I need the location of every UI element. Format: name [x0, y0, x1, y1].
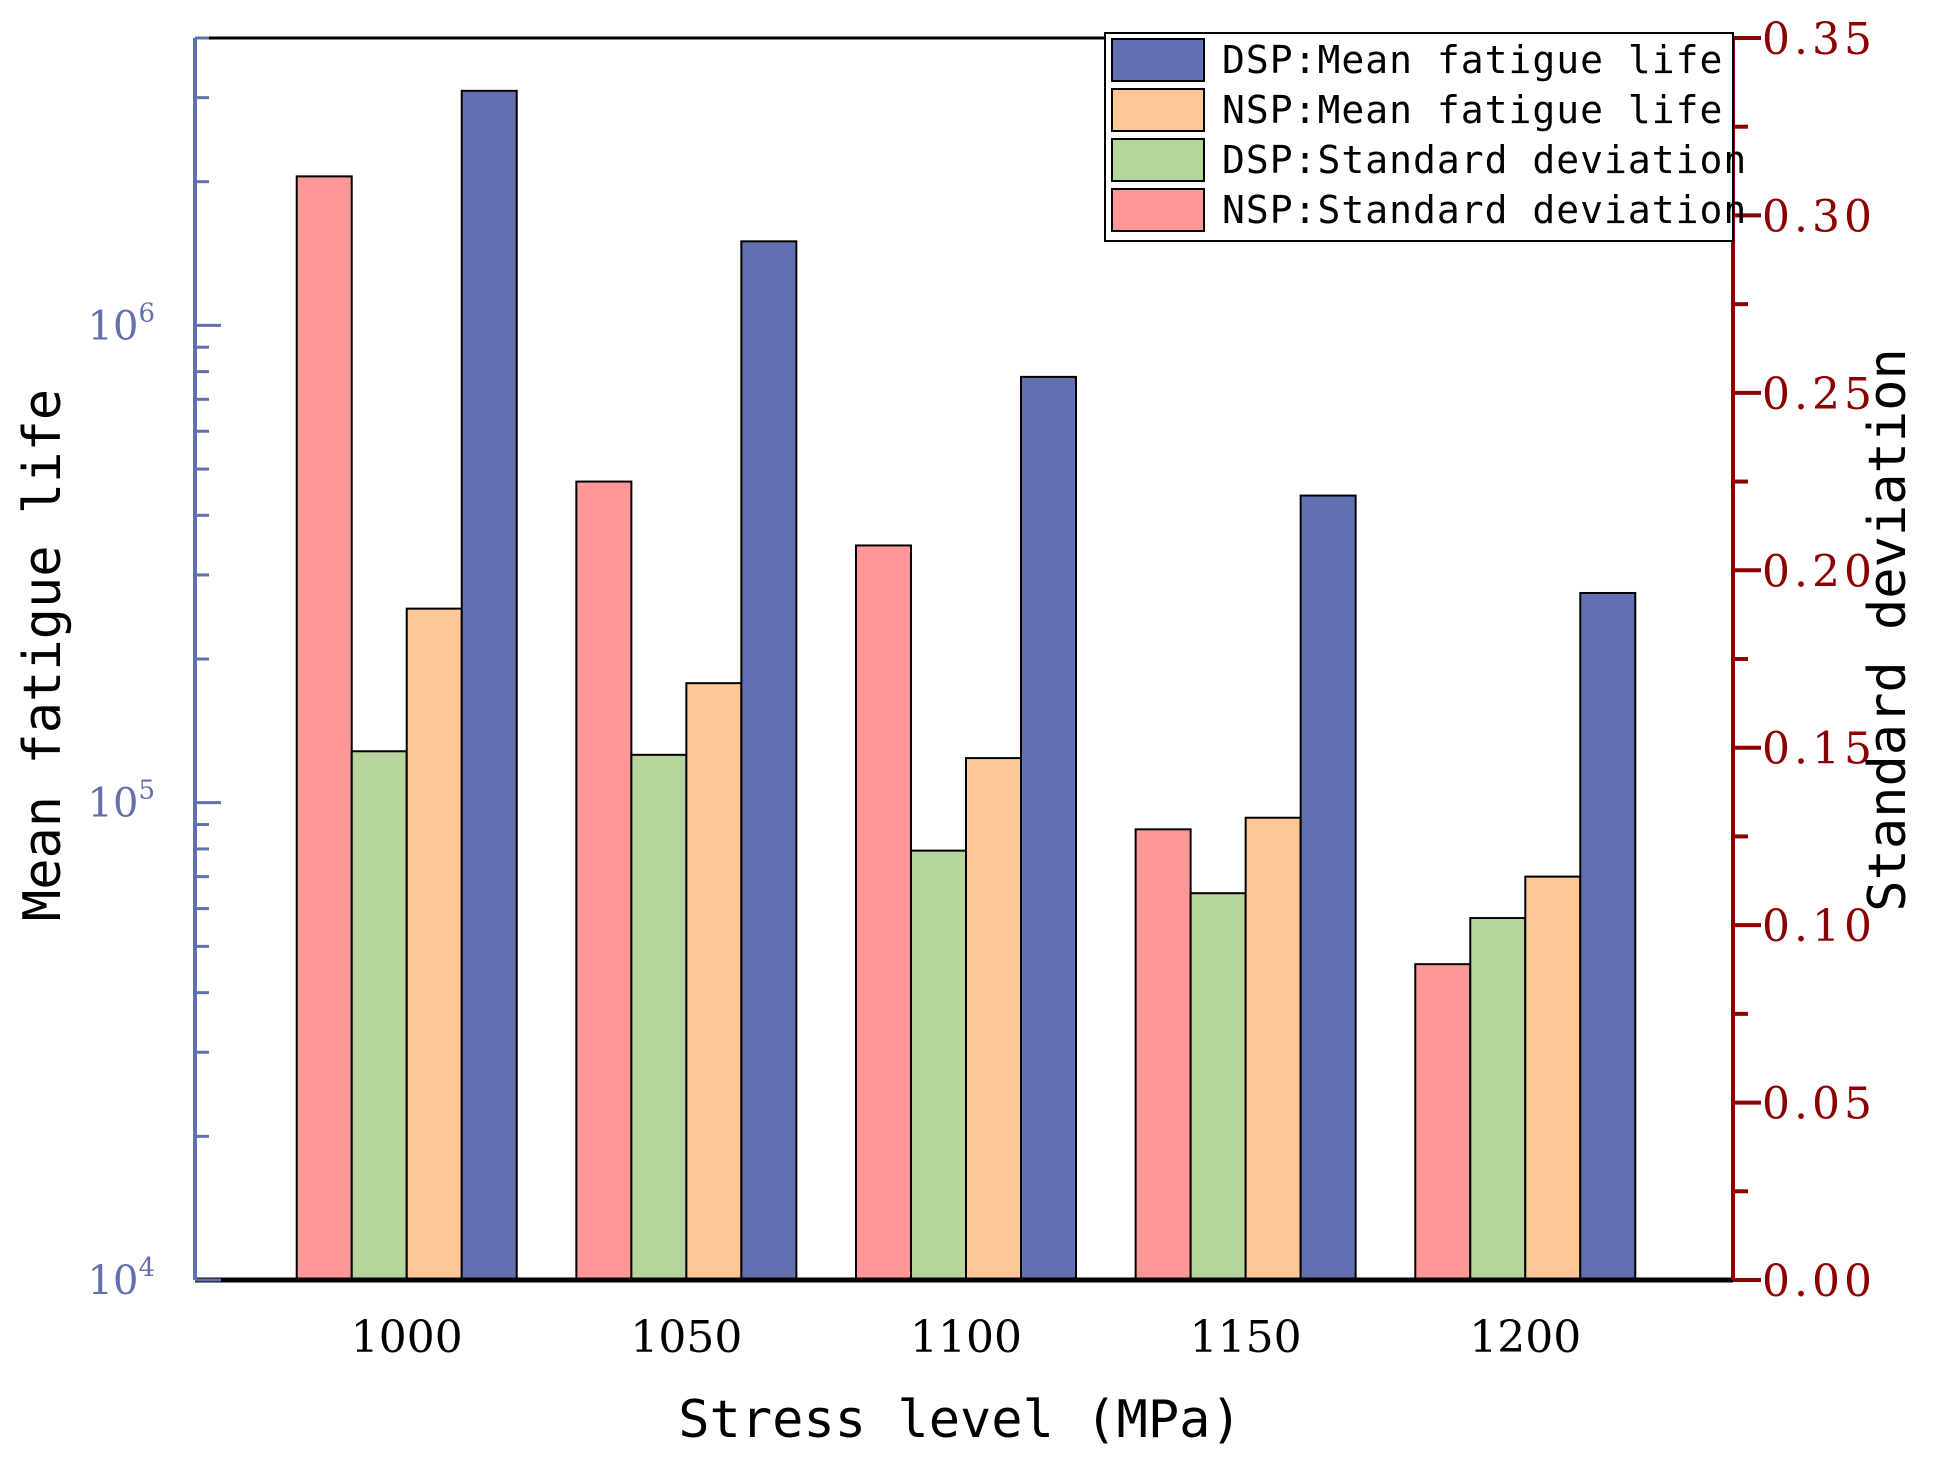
right-tick-label: 0.20	[1762, 546, 1876, 597]
right-tick-label: 0.30	[1762, 191, 1876, 242]
legend-box	[1104, 32, 1734, 242]
legend-swatch	[1111, 88, 1205, 132]
legend-label: DSP:Mean fatigue life	[1222, 38, 1723, 82]
bar-nsp-mean-fatigue-life-1000	[405, 607, 463, 1281]
left-tick-base: 10	[88, 781, 139, 827]
bar-nsp-standard-deviation-1050	[575, 480, 633, 1282]
right-tick-label: 0.00	[1762, 1256, 1876, 1307]
right-tick-label: 0.10	[1762, 901, 1876, 952]
bar-nsp-mean-fatigue-life-1200	[1524, 875, 1582, 1281]
bar-dsp-mean-fatigue-life-1100	[1020, 375, 1077, 1281]
bar-dsp-mean-fatigue-life-1200	[1579, 591, 1637, 1281]
x-tick-label: 1050	[630, 1312, 742, 1363]
left-tick-exponent: 6	[138, 298, 155, 328]
bar-nsp-mean-fatigue-life-1100	[965, 757, 1022, 1281]
right-axis-ticks: 0.00 0.05 0.10 0.15 0.20 0.25 0.30 0.35	[1733, 14, 1876, 1307]
legend-swatch	[1111, 38, 1205, 82]
bar-nsp-standard-deviation-1200	[1414, 963, 1472, 1281]
bar-dsp-mean-fatigue-life-1050	[740, 240, 798, 1281]
left-tick-base: 10	[88, 303, 139, 349]
right-tick-label: 0.25	[1762, 369, 1876, 420]
left-tick-label: 105	[88, 776, 155, 827]
x-tick-label: 1100	[910, 1312, 1022, 1363]
bar-dsp-standard-deviation-1150	[1189, 892, 1247, 1281]
right-axis-title: Standard deviation	[1858, 348, 1918, 912]
x-axis-title: Stress level (MPa)	[678, 1390, 1242, 1450]
left-tick-base: 10	[88, 1258, 139, 1304]
legend: DSP:Mean fatigue life NSP:Mean fatigue li…	[1104, 32, 1747, 242]
legend-label: DSP:Standard deviation	[1222, 138, 1747, 182]
bar-nsp-standard-deviation-1000	[295, 175, 353, 1281]
left-tick-label: 104	[88, 1253, 155, 1304]
bar-nsp-standard-deviation-1100	[855, 544, 912, 1281]
bars-layer	[295, 89, 1637, 1282]
bar-dsp-standard-deviation-1200	[1469, 917, 1527, 1281]
left-tick-label: 106	[88, 298, 155, 349]
right-tick-label: 0.15	[1762, 724, 1876, 775]
bar-dsp-standard-deviation-1050	[630, 753, 688, 1281]
legend-label: NSP:Standard deviation	[1222, 188, 1747, 232]
bar-dsp-mean-fatigue-life-1000	[460, 89, 518, 1281]
x-tick-label: 1000	[351, 1312, 463, 1363]
legend-swatch	[1111, 138, 1205, 182]
x-axis-ticks: 1000 1050 1100 1150 1200	[351, 1312, 1582, 1363]
bar-nsp-mean-fatigue-life-1050	[685, 682, 743, 1281]
legend-swatch	[1111, 188, 1205, 232]
bar-dsp-mean-fatigue-life-1150	[1299, 494, 1357, 1281]
bar-dsp-standard-deviation-1100	[910, 849, 967, 1281]
right-tick-label: 0.05	[1762, 1079, 1876, 1130]
left-axis-title: Mean fatigue life	[13, 389, 73, 921]
x-tick-label: 1200	[1469, 1312, 1581, 1363]
bar-dsp-standard-deviation-1000	[350, 750, 408, 1281]
left-tick-exponent: 4	[138, 1253, 155, 1283]
x-tick-label: 1150	[1190, 1312, 1302, 1363]
bar-nsp-standard-deviation-1150	[1134, 828, 1192, 1281]
bar-nsp-mean-fatigue-life-1150	[1244, 816, 1302, 1282]
right-tick-label: 0.35	[1762, 14, 1876, 65]
left-tick-exponent: 5	[138, 776, 155, 806]
legend-label: NSP:Mean fatigue life	[1222, 88, 1723, 132]
